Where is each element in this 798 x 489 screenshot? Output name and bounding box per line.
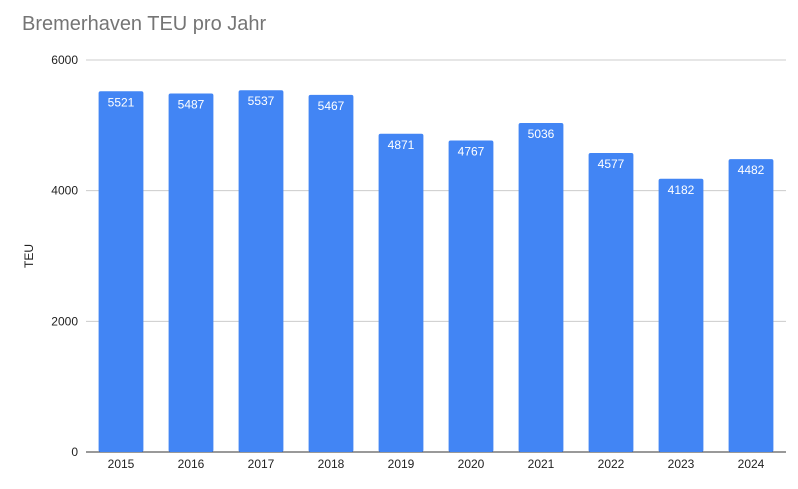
data-label: 5467: [318, 99, 345, 113]
x-tick-label: 2024: [738, 457, 765, 471]
x-axis-ticks: 2015 2016 2017 2018 2019 2020 2021 2022 2023 2024: [108, 457, 765, 471]
data-labels: 5521 5487 5537 5467 4871 4767 5036 4577 4182 4482: [108, 94, 765, 197]
data-label: 4577: [598, 157, 625, 171]
x-tick-label: 2020: [458, 457, 485, 471]
data-label: 4482: [738, 163, 765, 177]
data-label: 5487: [178, 98, 205, 112]
data-label: 5537: [248, 94, 275, 108]
x-tick-label: 2017: [248, 457, 275, 471]
bar: [98, 91, 144, 452]
y-axis-label: TEU: [22, 244, 36, 268]
bar: [168, 93, 214, 453]
bar: [238, 90, 284, 453]
data-label: 4871: [388, 138, 415, 152]
x-tick-label: 2021: [528, 457, 555, 471]
x-tick-label: 2023: [668, 457, 695, 471]
bar: [308, 94, 354, 453]
x-tick-label: 2018: [318, 457, 345, 471]
bar: [728, 159, 774, 452]
data-label: 5036: [528, 127, 555, 141]
y-tick-label: 4000: [51, 184, 78, 198]
bar: [588, 152, 634, 452]
x-tick-label: 2016: [178, 457, 205, 471]
chart-title: Bremerhaven TEU pro Jahr: [22, 13, 267, 35]
bar: [658, 178, 704, 452]
bar: [448, 140, 494, 452]
y-tick-label: 0: [71, 445, 78, 459]
x-tick-label: 2015: [108, 457, 135, 471]
x-tick-label: 2022: [598, 457, 625, 471]
data-label: 4767: [458, 145, 485, 159]
y-tick-label: 6000: [51, 53, 78, 67]
bars: [98, 90, 774, 453]
y-axis-ticks: 0 2000 4000 6000: [51, 53, 78, 459]
data-label: 5521: [108, 95, 135, 109]
data-label: 4182: [668, 183, 695, 197]
y-tick-label: 2000: [51, 314, 78, 328]
x-tick-label: 2019: [388, 457, 415, 471]
bar: [518, 122, 564, 453]
bar: [378, 133, 424, 452]
